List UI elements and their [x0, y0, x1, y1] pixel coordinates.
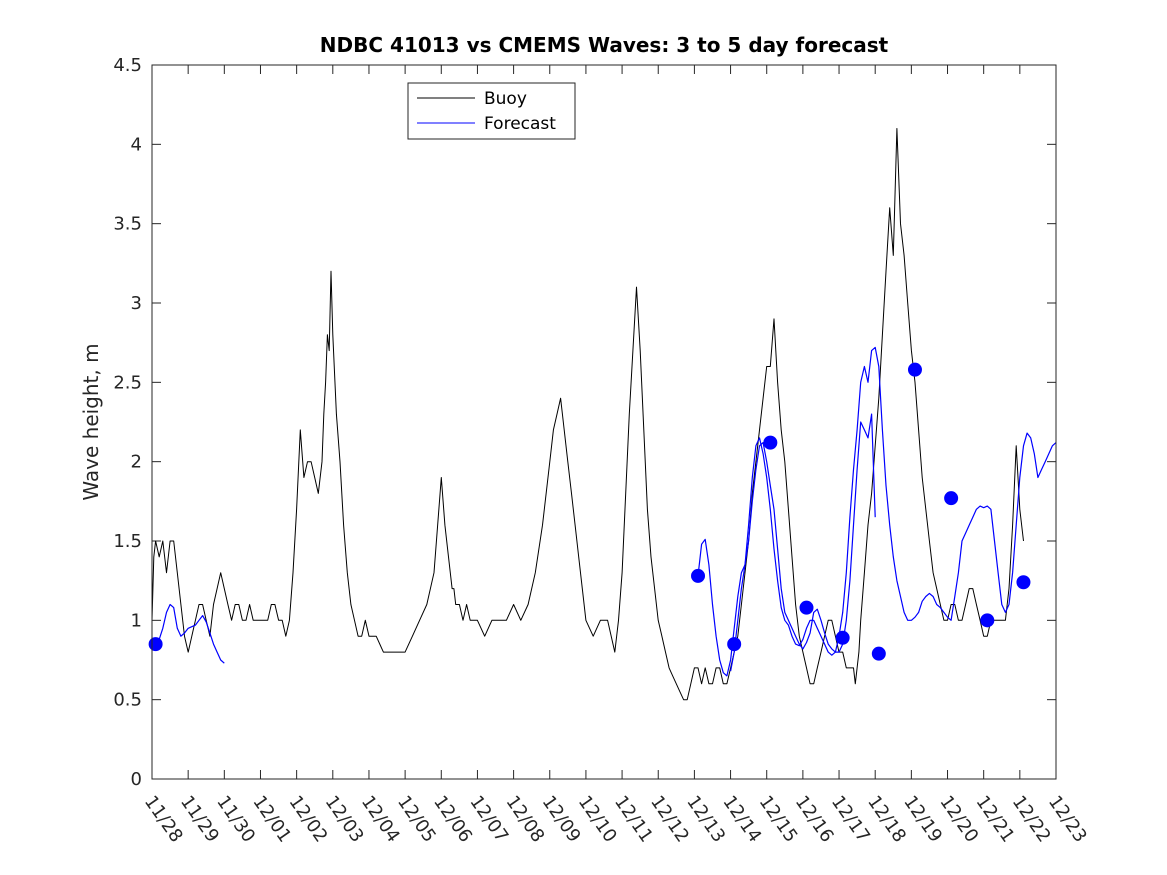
y-tick-label: 3 — [131, 293, 142, 314]
y-tick-label: 0 — [131, 769, 142, 790]
forecast-marker — [907, 362, 922, 377]
series-layer — [151, 128, 1057, 701]
y-tick-label: 4 — [131, 134, 142, 155]
legend: Buoy Forecast — [407, 82, 576, 140]
forecast-marker — [799, 600, 814, 615]
y-tick-label: 4.5 — [113, 55, 142, 76]
legend-buoy-label: Buoy — [484, 89, 527, 109]
legend-box — [407, 82, 576, 140]
forecast-marker — [1016, 575, 1031, 590]
chart-title: NDBC 41013 vs CMEMS Waves: 3 to 5 day fo… — [320, 33, 889, 57]
forecast-marker — [148, 637, 163, 652]
series-line-0 — [151, 128, 1024, 701]
y-tick-label: 1.5 — [113, 531, 142, 552]
y-tick-label: 2 — [131, 452, 142, 473]
series-line-2 — [697, 413, 876, 677]
forecast-marker — [871, 646, 886, 661]
y-tick-label: 3.5 — [113, 214, 142, 235]
legend-forecast-label: Forecast — [484, 114, 556, 134]
forecast-marker — [835, 630, 850, 645]
y-axis-label: Wave height, m — [79, 343, 103, 500]
y-tick-label: 1 — [131, 610, 142, 631]
series-line-1 — [155, 603, 225, 664]
forecast-marker — [980, 613, 995, 628]
y-tick-label: 0.5 — [113, 690, 142, 711]
forecast-marker — [727, 637, 742, 652]
y-axis-tick-labels: 0 0.5 1 1.5 2 2.5 3 3.5 4 4.5 — [113, 55, 142, 790]
forecast-markers — [148, 362, 1031, 661]
plot-frame — [151, 64, 1057, 780]
forecast-marker — [944, 491, 959, 506]
y-tick-label: 2.5 — [113, 372, 142, 393]
forecast-marker — [763, 435, 778, 450]
plot-area — [152, 65, 1056, 779]
series-line-3 — [730, 346, 1057, 672]
forecast-marker — [691, 568, 706, 583]
